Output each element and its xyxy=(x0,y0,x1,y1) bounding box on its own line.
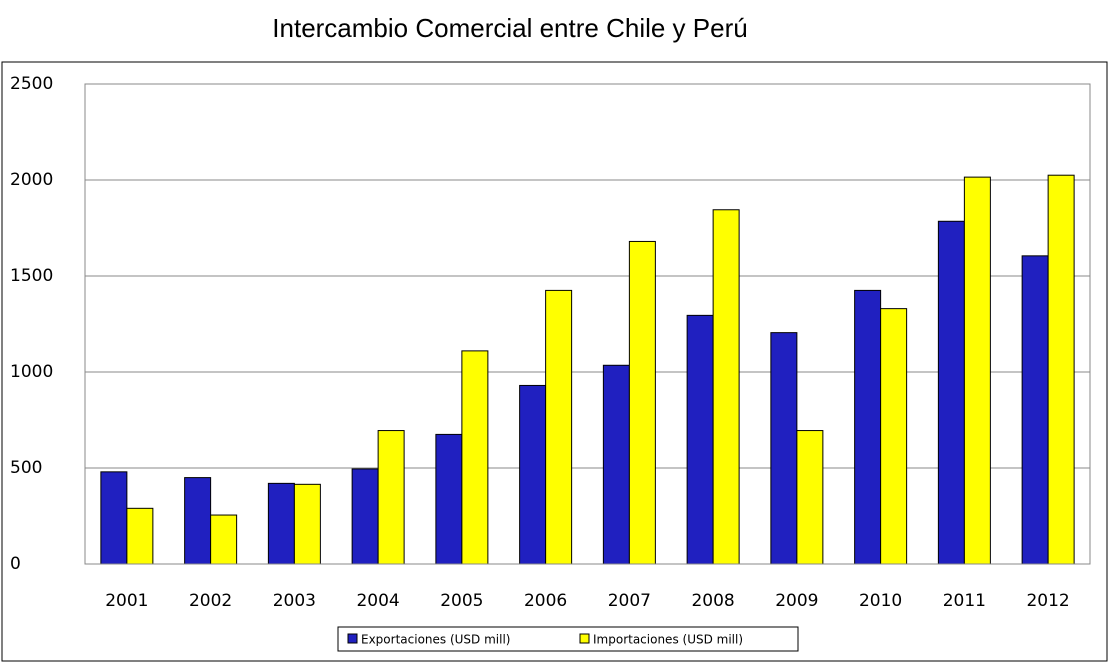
bar xyxy=(854,289,882,565)
x-tick-label: 2011 xyxy=(943,591,986,611)
x-tick-label: 2008 xyxy=(691,591,734,611)
bar xyxy=(686,314,714,565)
bar xyxy=(628,240,656,565)
x-tick-label: 2006 xyxy=(524,591,567,611)
bar xyxy=(796,430,824,565)
chart-border xyxy=(1,61,1108,662)
bar xyxy=(880,308,908,565)
legend-label: Exportaciones (USD mill) xyxy=(361,633,510,647)
x-tick-label: 2002 xyxy=(189,591,232,611)
bar xyxy=(602,364,630,565)
x-tick-label: 2005 xyxy=(440,591,483,611)
bar xyxy=(1021,255,1049,565)
bar xyxy=(545,289,573,565)
y-tick-label: 2500 xyxy=(10,74,53,94)
bar xyxy=(519,384,547,565)
bar xyxy=(100,471,128,565)
legend-box xyxy=(337,626,799,652)
bar xyxy=(937,220,965,565)
y-tick-label: 2000 xyxy=(10,170,53,190)
bar xyxy=(267,482,295,565)
bar xyxy=(293,483,321,565)
legend-swatch xyxy=(347,633,358,644)
bar xyxy=(210,514,238,565)
bar xyxy=(126,507,154,565)
y-tick-label: 1500 xyxy=(10,266,53,286)
x-tick-label: 2010 xyxy=(859,591,902,611)
bar xyxy=(712,209,740,565)
bar xyxy=(963,176,991,565)
y-tick-label: 0 xyxy=(10,554,21,574)
x-tick-label: 2012 xyxy=(1026,591,1069,611)
chart-title: Intercambio Comercial entre Chile y Perú xyxy=(272,13,747,43)
bar xyxy=(435,433,463,565)
legend-label: Importaciones (USD mill) xyxy=(593,633,743,647)
bar xyxy=(184,477,212,565)
x-tick-label: 2001 xyxy=(105,591,148,611)
bar xyxy=(1047,174,1075,565)
bar xyxy=(770,332,798,565)
x-tick-label: 2009 xyxy=(775,591,818,611)
x-tick-label: 2003 xyxy=(273,591,316,611)
x-tick-label: 2004 xyxy=(356,591,399,611)
bar xyxy=(377,430,405,565)
y-tick-label: 500 xyxy=(10,458,42,478)
x-tick-label: 2007 xyxy=(608,591,651,611)
legend-swatch xyxy=(579,633,590,644)
y-tick-label: 1000 xyxy=(10,362,53,382)
bar xyxy=(351,468,379,565)
bar xyxy=(461,350,489,565)
